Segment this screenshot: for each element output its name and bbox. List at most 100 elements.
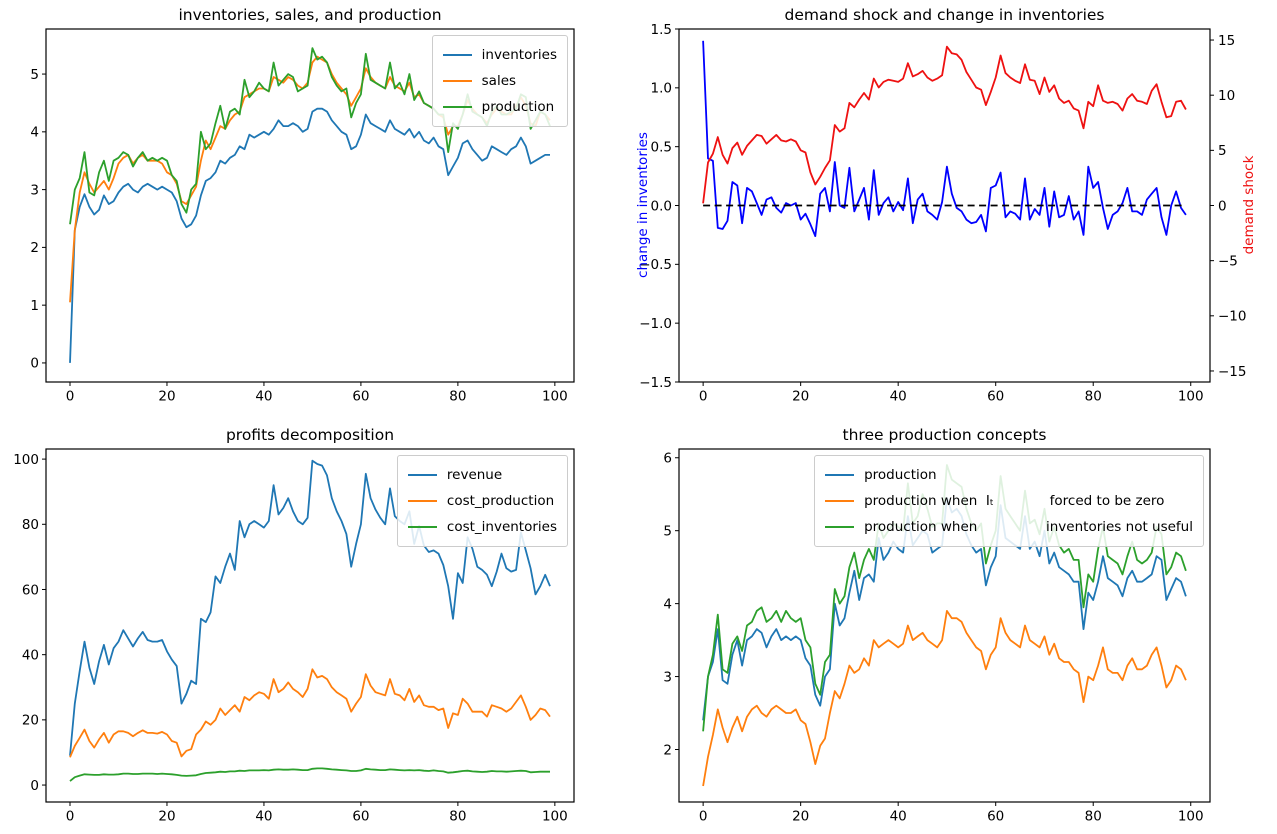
legend-item: production <box>825 462 1193 488</box>
legend-label: sales <box>481 73 517 89</box>
right-y-tick-label: 5 <box>1218 143 1227 159</box>
x-tick-label: 40 <box>890 809 907 825</box>
x-tick-label: 100 <box>542 809 568 825</box>
x-axis-ticks: 0 20 40 60 80 100 <box>699 382 1204 405</box>
line-production-when-inventories-zero <box>702 610 1187 787</box>
legend-label: production <box>481 99 555 115</box>
x-tick-label: 60 <box>987 809 1004 825</box>
x-tick-label: 40 <box>890 389 907 405</box>
right-y-tick-label: −15 <box>1218 364 1247 380</box>
x-tick-label: 40 <box>255 389 272 405</box>
line-demand-shock <box>702 45 1187 204</box>
x-tick-label: 0 <box>699 809 708 825</box>
right-y-tick-label: 10 <box>1218 88 1235 104</box>
line-change-in-inventories <box>702 40 1187 238</box>
x-tick-label: 0 <box>66 389 75 405</box>
x-tick-label: 100 <box>1178 809 1204 825</box>
x-tick-label: 40 <box>255 809 272 825</box>
y-tick-label: 1.0 <box>651 81 672 97</box>
y-tick-label: −1.0 <box>639 316 672 332</box>
y-tick-label: 0 <box>30 778 39 794</box>
y-tick-label: 5 <box>663 523 672 539</box>
legend-label: cost_production <box>446 493 555 509</box>
chart-title-demand-shock: demand shock and change in inventories <box>784 6 1105 24</box>
x-tick-label: 80 <box>449 389 466 405</box>
legend-line-sample <box>442 106 472 108</box>
legend-item: production when Iₜ forced to be zero <box>825 488 1193 514</box>
chart-title-three-production-concepts: three production concepts <box>842 426 1047 444</box>
legend-label: production <box>864 467 937 483</box>
right-y-tick-label: 0 <box>1218 198 1227 214</box>
line-cost-inventories <box>69 767 550 782</box>
y-tick-label: 2 <box>663 742 672 758</box>
legend-line-sample <box>825 500 855 502</box>
x-tick-label: 80 <box>1085 389 1102 405</box>
legend-label: production when Iₜ forced to be zero <box>864 493 1165 509</box>
legend-label: inventories <box>481 47 557 63</box>
legend-item: cost_production <box>407 488 557 514</box>
x-tick-label: 20 <box>158 809 175 825</box>
right-y-tick-label: 15 <box>1218 33 1235 49</box>
y-tick-label: 4 <box>663 596 672 612</box>
legend-item: production when inventories not useful <box>825 514 1193 540</box>
legend-label: cost_inventories <box>446 519 557 535</box>
legend-label: revenue <box>446 467 503 483</box>
y-tick-label: 5 <box>30 67 39 83</box>
x-tick-label: 20 <box>792 809 809 825</box>
y-tick-label: 80 <box>22 517 39 533</box>
chart-profits-decomposition: 0 20 40 60 80 100 0 20 40 60 80 100 <box>13 448 575 825</box>
x-tick-label: 20 <box>792 389 809 405</box>
legend-profits-decomposition: revenue cost_production cost_inventories <box>396 455 568 547</box>
y-tick-label: −0.5 <box>639 257 672 273</box>
legend-line-sample <box>407 474 437 476</box>
line-cost-production <box>69 668 551 758</box>
y-tick-label: 3 <box>30 182 39 198</box>
y-axis-ticks: −1.5 −1.0 −0.5 0.0 0.5 1.0 1.5 <box>639 22 679 391</box>
right-y-axis-ticks: −15 −10 −5 0 5 10 15 <box>1210 33 1247 380</box>
x-axis-ticks: 0 20 40 60 80 100 <box>66 802 568 825</box>
right-y-tick-label: −5 <box>1218 253 1238 269</box>
y-tick-label: 3 <box>663 669 672 685</box>
right-axis-label-demand-shock: demand shock <box>1241 155 1257 255</box>
x-tick-label: 0 <box>66 809 75 825</box>
x-tick-label: 0 <box>699 389 708 405</box>
y-axis-ticks: 0 20 40 60 80 100 <box>13 452 46 794</box>
x-tick-label: 100 <box>1178 389 1204 405</box>
y-tick-label: 20 <box>22 713 39 729</box>
x-tick-label: 60 <box>352 389 369 405</box>
chart-title-inventories-sales-production: inventories, sales, and production <box>178 6 442 24</box>
x-axis-ticks: 0 20 40 60 80 100 <box>66 382 568 405</box>
axes-box <box>45 448 575 803</box>
y-tick-label: 6 <box>663 451 672 467</box>
y-tick-label: 2 <box>30 240 39 256</box>
legend-line-sample <box>825 526 855 528</box>
axes-box <box>678 448 1211 803</box>
x-tick-label: 60 <box>987 389 1004 405</box>
x-tick-label: 100 <box>542 389 568 405</box>
y-tick-label: 0 <box>30 356 39 372</box>
y-tick-label: 0.5 <box>651 139 672 155</box>
y-tick-label: 1 <box>30 298 39 314</box>
axes-box <box>45 28 575 383</box>
x-tick-label: 80 <box>1085 809 1102 825</box>
legend-item: cost_inventories <box>407 514 557 540</box>
legend-line-sample <box>442 54 472 56</box>
legend-line-sample <box>442 80 472 82</box>
x-axis-ticks: 0 20 40 60 80 100 <box>699 802 1204 825</box>
y-tick-label: 40 <box>22 647 39 663</box>
y-axis-ticks: 0 1 2 3 4 5 <box>30 67 46 372</box>
y-tick-label: 4 <box>30 125 39 141</box>
y-tick-label: 0.0 <box>651 198 672 214</box>
legend-line-sample <box>407 500 437 502</box>
chart-title-profits-decomposition: profits decomposition <box>225 426 395 444</box>
x-tick-label: 80 <box>449 809 466 825</box>
legend-three-production-concepts: production production when Iₜ forced to b… <box>814 455 1204 547</box>
right-y-tick-label: −10 <box>1218 309 1247 325</box>
legend-label: production when inventories not useful <box>864 519 1193 535</box>
legend-line-sample <box>825 474 855 476</box>
chart-demand-shock-change-inventories: 0 20 40 60 80 100−1.5−1.0−0.50.00.51.01.5−15−… <box>639 22 1246 405</box>
y-axis-ticks: 2 3 4 5 6 <box>663 451 679 758</box>
legend-item: production <box>442 94 557 120</box>
left-axis-label-change-in-inventories: change in inventories <box>635 132 651 278</box>
